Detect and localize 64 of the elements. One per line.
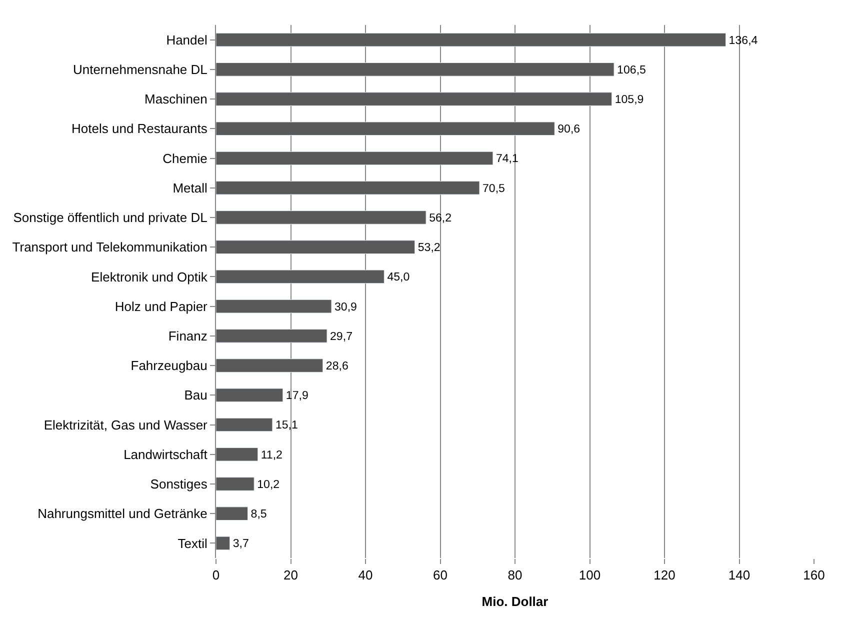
y-tick-label: Finanz bbox=[168, 328, 208, 344]
data-label: 70,5 bbox=[482, 182, 505, 195]
y-tick-label: Chemie bbox=[162, 150, 208, 166]
data-label: 45,0 bbox=[387, 272, 410, 284]
data-label: 90,6 bbox=[558, 124, 580, 136]
y-tick-label: Elektronik und Optik bbox=[91, 269, 208, 284]
bar bbox=[216, 92, 612, 106]
x-tick-label: 160 bbox=[803, 568, 825, 583]
data-label: 74,1 bbox=[496, 153, 518, 166]
bar bbox=[216, 329, 328, 343]
bar bbox=[216, 388, 284, 402]
y-tick-label: Metall bbox=[172, 180, 208, 196]
y-tick-label: Sonstige öffentlich und private DL bbox=[13, 210, 208, 226]
data-label: 29,7 bbox=[330, 330, 352, 343]
bar bbox=[216, 358, 324, 372]
bar bbox=[216, 477, 254, 491]
y-tick-label: Bau bbox=[184, 388, 208, 403]
bar bbox=[216, 180, 480, 195]
x-tick-label: 80 bbox=[508, 568, 522, 583]
data-label: 105,9 bbox=[614, 94, 644, 106]
x-tick-label: 140 bbox=[728, 568, 750, 583]
bar bbox=[216, 210, 426, 224]
data-label: 30,9 bbox=[334, 301, 357, 314]
x-tick-label: 60 bbox=[433, 568, 448, 583]
y-tick-label: Elektrizität, Gas und Wasser bbox=[44, 417, 208, 432]
data-label: 56,2 bbox=[429, 212, 452, 224]
x-tick-label: 120 bbox=[654, 568, 676, 583]
y-tick-label: Maschinen bbox=[144, 92, 208, 107]
bar bbox=[216, 32, 726, 47]
y-tick-label: Unternehmensnahe DL bbox=[72, 62, 208, 77]
x-tick-label: 0 bbox=[212, 568, 220, 583]
data-label: 136,4 bbox=[728, 34, 758, 47]
bar bbox=[216, 506, 248, 520]
y-tick-label: Fahrzeugbau bbox=[130, 358, 208, 374]
data-label: 15,1 bbox=[275, 420, 298, 432]
data-label: 28,6 bbox=[326, 360, 348, 373]
bar bbox=[216, 151, 494, 166]
bar bbox=[216, 447, 258, 462]
x-tick-label: 20 bbox=[284, 568, 298, 583]
data-label: 8,5 bbox=[250, 508, 267, 521]
data-label: 53,2 bbox=[418, 242, 440, 254]
y-tick-label: Holz und Papier bbox=[114, 298, 208, 314]
data-label: 17,9 bbox=[286, 390, 308, 402]
data-label: 11,2 bbox=[260, 449, 282, 462]
y-tick-label: Nahrungsmittel und Getränke bbox=[38, 506, 208, 522]
x-tick-label: 40 bbox=[358, 568, 373, 583]
y-tick-label: Handel bbox=[166, 32, 208, 48]
x-axis-title: Mio. Dollar bbox=[482, 594, 548, 610]
y-tick-label: Hotels und Restaurants bbox=[72, 121, 208, 136]
bar bbox=[216, 270, 384, 284]
bar bbox=[216, 418, 273, 432]
bar bbox=[216, 122, 555, 136]
x-tick-label: 100 bbox=[578, 568, 601, 583]
data-label: 106,5 bbox=[617, 64, 646, 76]
bar bbox=[216, 536, 230, 550]
data-label: 3,7 bbox=[232, 538, 249, 550]
y-tick-label: Sonstiges bbox=[150, 476, 208, 492]
y-tick-label: Textil bbox=[178, 536, 208, 551]
bar bbox=[216, 62, 614, 76]
y-tick-label: Landwirtschaft bbox=[124, 446, 208, 462]
bar bbox=[216, 299, 332, 314]
y-tick-label: Transport und Telekommunikation bbox=[12, 240, 208, 255]
bar bbox=[216, 240, 416, 254]
data-label: 10,2 bbox=[257, 478, 280, 491]
